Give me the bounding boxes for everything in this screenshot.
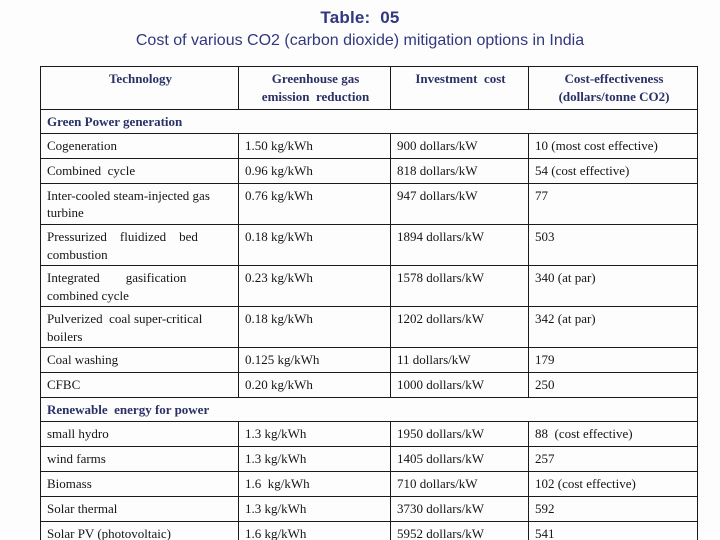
cost-effectiveness-cell: 541 [528,521,698,540]
section-row: Green Power generation [40,108,698,134]
investment-cell: 5952 dollars/kW [390,521,529,540]
table-row: wind farms 1.3 kg/kWh 1405 dollars/kW 25… [40,446,698,473]
cost-effectiveness-cell: 342 (at par) [528,306,698,349]
investment-cell: 11 dollars/kW [390,347,529,374]
technology-cell: CFBC [40,372,239,399]
investment-cell: 1405 dollars/kW [390,446,529,473]
table-row: Inter-cooled steam-injected gas turbine … [40,182,698,226]
cost-effectiveness-cell: 54 (cost effective) [528,157,698,184]
technology-cell: Pulverized coal super-critical boilers [40,306,239,349]
cost-effectiveness-cell: 10 (most cost effective) [528,132,698,159]
mitigation-options-table: Technology Greenhouse gas emission reduc… [40,66,698,540]
investment-cell: 1894 dollars/kW [390,223,529,267]
emission-cell: 1.50 kg/kWh [238,132,391,159]
investment-cell: 1578 dollars/kW [390,265,529,308]
technology-cell: Solar PV (photovoltaic) [40,521,239,540]
investment-cell: 3730 dollars/kW [390,496,529,523]
table-row: Solar thermal 1.3 kg/kWh 3730 dollars/kW… [40,496,698,523]
table-row: Combined cycle 0.96 kg/kWh 818 dollars/k… [40,157,698,184]
column-header-technology: Technology [40,66,239,110]
cost-effectiveness-cell: 102 (cost effective) [528,471,698,498]
table-row: CFBC 0.20 kg/kWh 1000 dollars/kW 250 [40,372,698,399]
table-row: small hydro 1.3 kg/kWh 1950 dollars/kW 8… [40,421,698,448]
technology-cell: Integrated gasification combined cycle [40,265,239,308]
technology-cell: Biomass [40,471,239,498]
investment-cell: 1000 dollars/kW [390,372,529,399]
emission-cell: 1.3 kg/kWh [238,446,391,473]
cost-effectiveness-cell: 257 [528,446,698,473]
page-subtitle: Cost of various CO2 (carbon dioxide) mit… [135,32,585,49]
cost-effectiveness-cell: 340 (at par) [528,265,698,308]
cost-effectiveness-cell: 88 (cost effective) [528,421,698,448]
cost-effectiveness-cell: 503 [528,223,698,267]
investment-cell: 1950 dollars/kW [390,421,529,448]
column-header-investment-cost: Investment cost [390,66,529,110]
table-row: Pulverized coal super-critical boilers 0… [40,306,698,349]
technology-cell: small hydro [40,421,239,448]
emission-cell: 1.3 kg/kWh [238,421,391,448]
section-row: Renewable energy for power [40,397,698,423]
emission-cell: 1.6 kg/kWh [238,521,391,540]
cost-effectiveness-cell: 250 [528,372,698,399]
emission-cell: 0.18 kg/kWh [238,223,391,267]
cost-effectiveness-cell: 592 [528,496,698,523]
technology-cell: Pressurized fluidized bed combustion [40,223,239,267]
technology-cell: Cogeneration [40,132,239,159]
emission-cell: 0.20 kg/kWh [238,372,391,399]
emission-cell: 0.23 kg/kWh [238,265,391,308]
page-title: Table: 05 [320,8,400,27]
table-row: Coal washing 0.125 kg/kWh 11 dollars/kW … [40,347,698,374]
emission-cell: 0.76 kg/kWh [238,182,391,226]
technology-cell: Combined cycle [40,157,239,184]
table-row: Solar PV (photovoltaic) 1.6 kg/kWh 5952 … [40,521,698,540]
table-row: Biomass 1.6 kg/kWh 710 dollars/kW 102 (c… [40,471,698,498]
technology-cell: Inter-cooled steam-injected gas turbine [40,182,239,226]
technology-cell: Solar thermal [40,496,239,523]
column-header-cost-effectiveness: Cost-effectiveness (dollars/tonne CO2) [528,66,698,110]
table-row: Cogeneration 1.50 kg/kWh 900 dollars/kW … [40,132,698,159]
emission-cell: 0.18 kg/kWh [238,306,391,349]
section-header-green-power: Green Power generation [40,108,698,134]
table-header-row: Technology Greenhouse gas emission reduc… [40,66,698,110]
table-row: Integrated gasification combined cycle 0… [40,265,698,308]
investment-cell: 710 dollars/kW [390,471,529,498]
emission-cell: 0.125 kg/kWh [238,347,391,374]
section-header-renewable-energy: Renewable energy for power [40,397,698,423]
investment-cell: 947 dollars/kW [390,182,529,226]
cost-effectiveness-cell: 179 [528,347,698,374]
investment-cell: 818 dollars/kW [390,157,529,184]
emission-cell: 1.6 kg/kWh [238,471,391,498]
table-row: Pressurized fluidized bed combustion 0.1… [40,223,698,267]
investment-cell: 900 dollars/kW [390,132,529,159]
investment-cell: 1202 dollars/kW [390,306,529,349]
technology-cell: wind farms [40,446,239,473]
emission-cell: 1.3 kg/kWh [238,496,391,523]
column-header-emission-reduction: Greenhouse gas emission reduction [238,66,391,110]
cost-effectiveness-cell: 77 [528,182,698,226]
technology-cell: Coal washing [40,347,239,374]
emission-cell: 0.96 kg/kWh [238,157,391,184]
